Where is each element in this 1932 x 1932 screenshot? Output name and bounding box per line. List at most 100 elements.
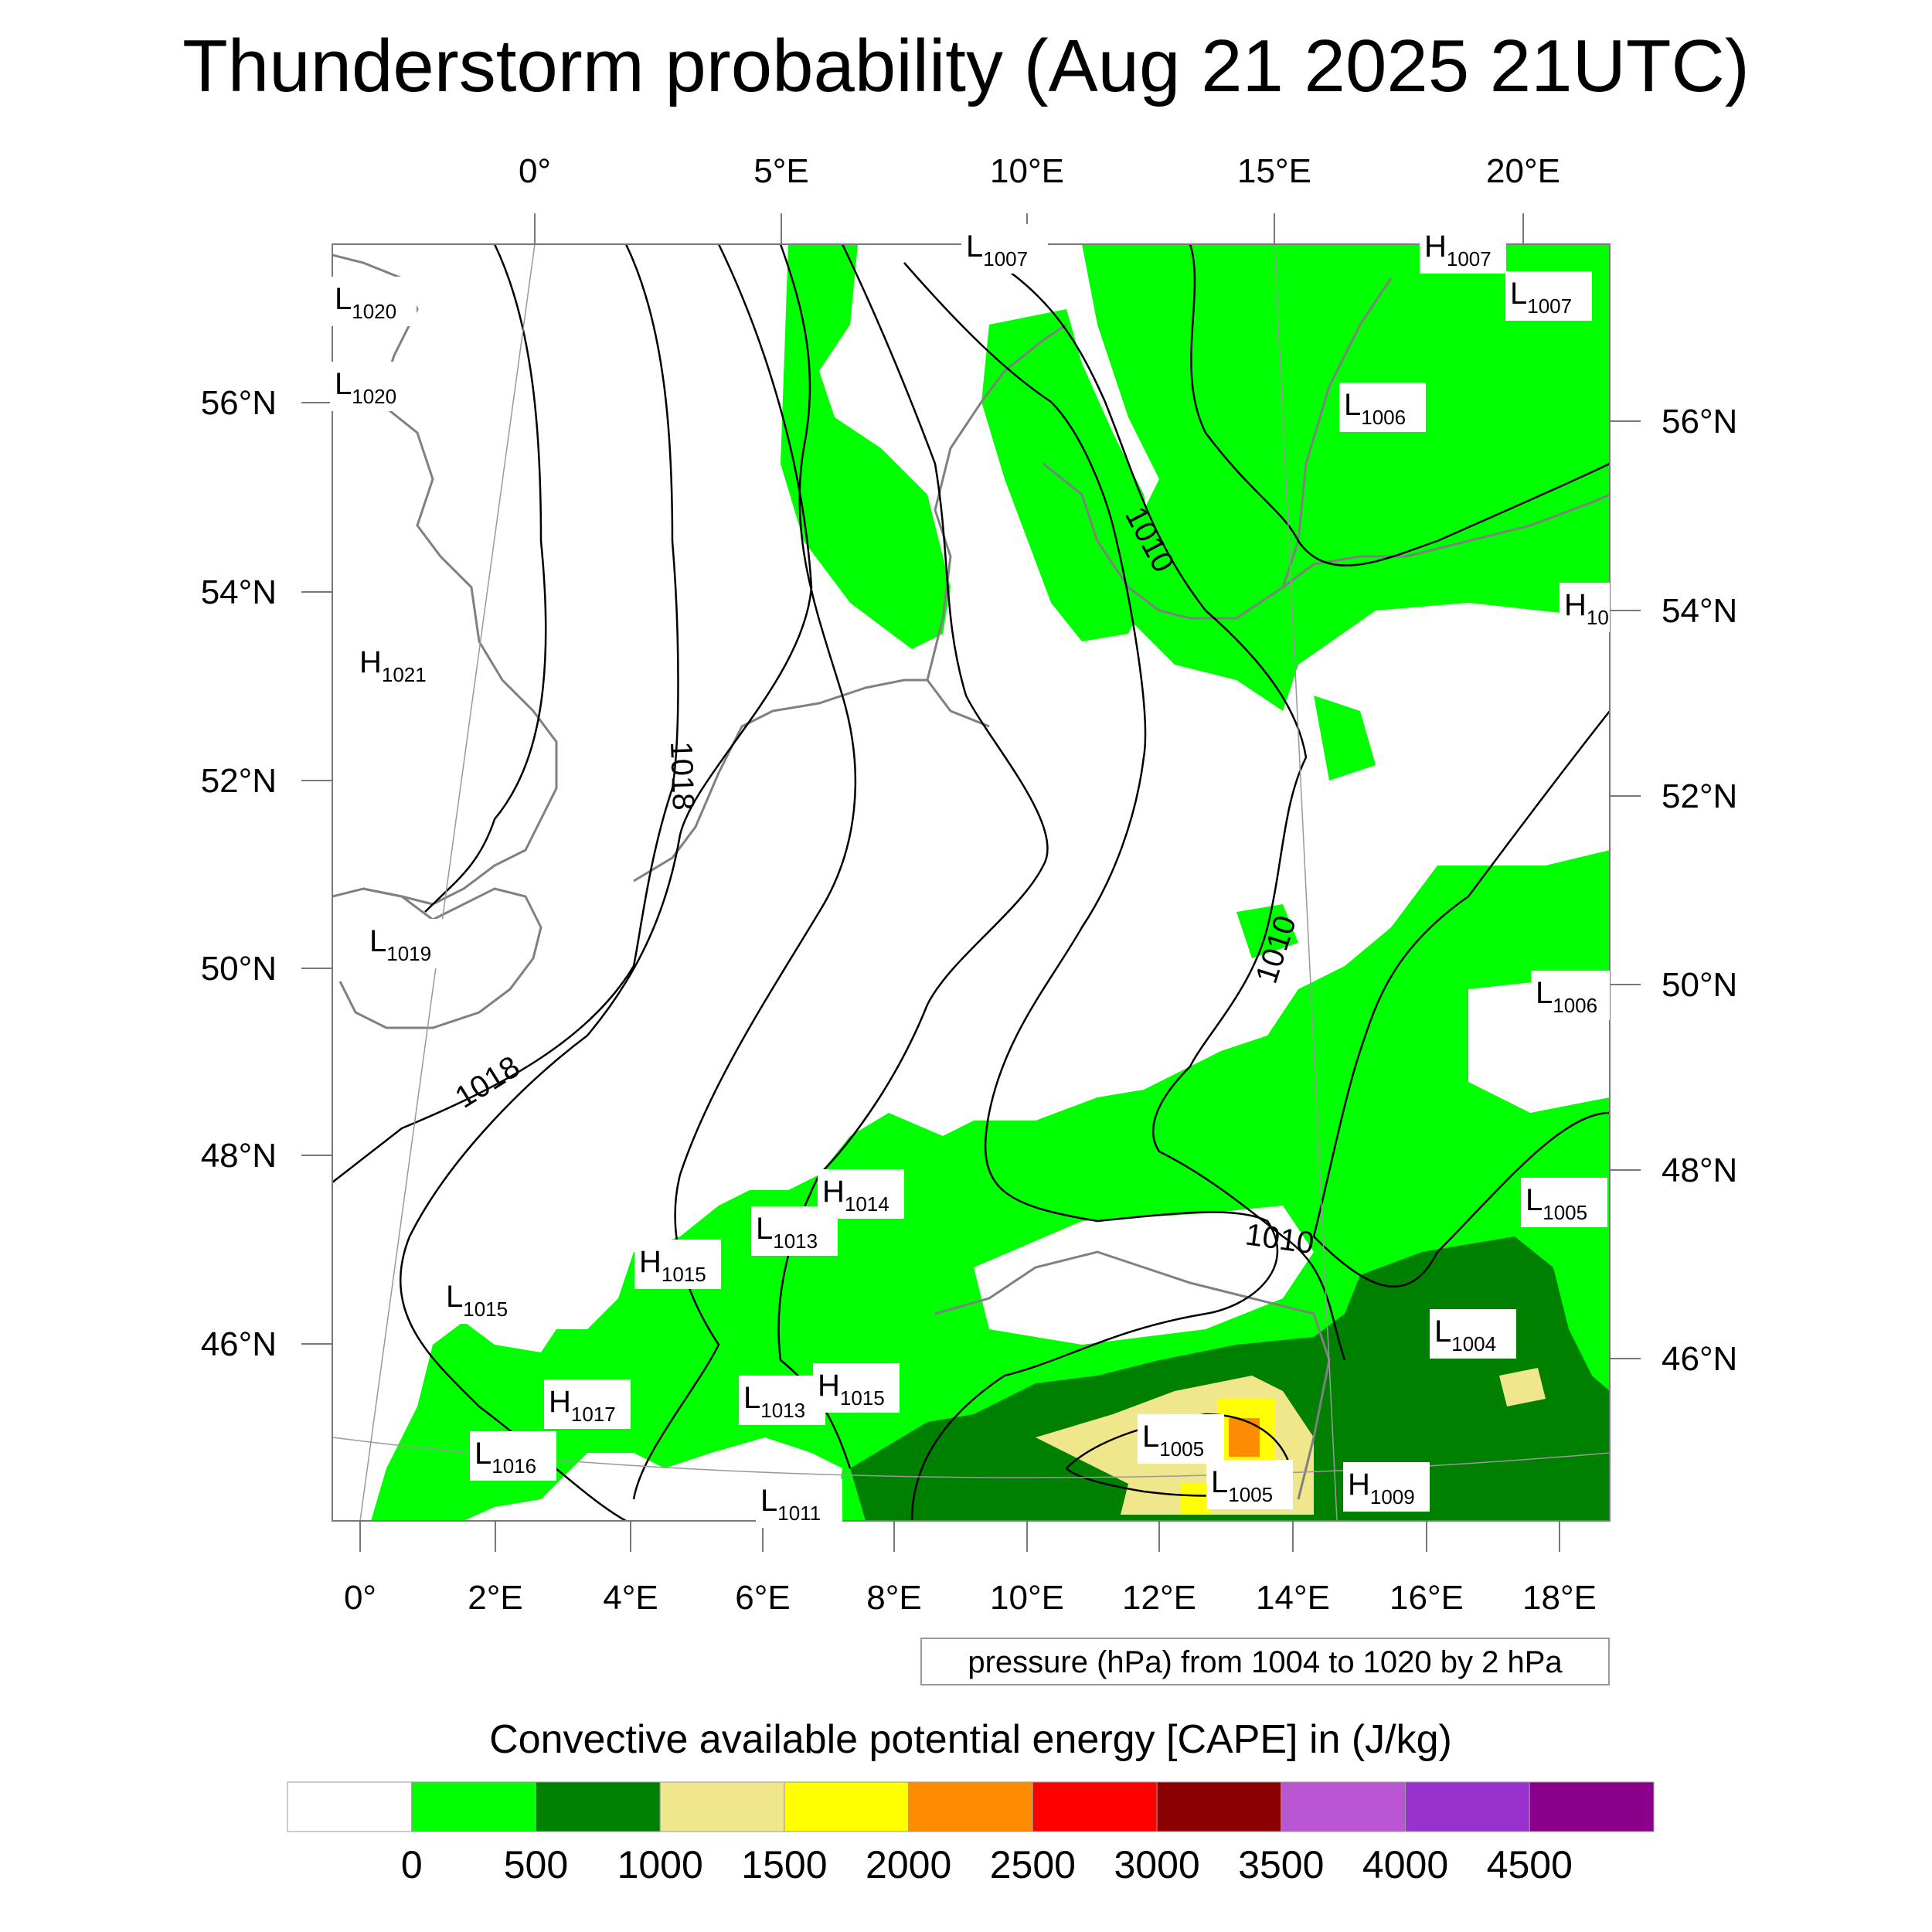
svg-text:L1015: L1015 (446, 1280, 508, 1321)
pressure-center-label: L1005 (1206, 1460, 1293, 1509)
pressure-center-type: L (446, 1280, 463, 1314)
lon-label: 18°E (1522, 1579, 1597, 1617)
lat-label: 48°N (201, 1137, 277, 1175)
svg-text:L1007: L1007 (1510, 277, 1572, 318)
lon-label: 8°E (866, 1579, 921, 1617)
colorbar-label: 3000 (1114, 1843, 1199, 1886)
svg-text:L1013: L1013 (756, 1212, 818, 1253)
pressure-center-type: L (760, 1484, 777, 1518)
pressure-center-value: 1015 (662, 1263, 706, 1286)
pressure-center-label: H1015 (813, 1363, 900, 1413)
svg-text:H1015: H1015 (818, 1369, 885, 1410)
lon-label: 4°E (603, 1579, 658, 1617)
pressure-center-type: L (1526, 1183, 1543, 1217)
pressure-center-type: H (818, 1369, 840, 1403)
svg-text:L1005: L1005 (1142, 1420, 1204, 1461)
svg-text:H1021: H1021 (359, 645, 427, 686)
pressure-center-label: H1007 (1420, 224, 1506, 274)
svg-text:L1006: L1006 (1536, 976, 1597, 1017)
pressure-center-value: 1020 (352, 300, 396, 323)
svg-text:L1007: L1007 (966, 230, 1028, 270)
lon-label: 2°E (468, 1579, 522, 1617)
colorbar-label: 2000 (866, 1843, 951, 1886)
lat-label: 52°N (201, 762, 277, 800)
pressure-center-type: L (1536, 976, 1553, 1010)
coastlines (332, 253, 1610, 1500)
pressure-center-value: 1006 (1361, 406, 1406, 429)
pressure-center-label: L1004 (1430, 1309, 1516, 1359)
svg-text:L1006: L1006 (1344, 388, 1406, 429)
pressure-center-value: 1020 (352, 385, 396, 408)
lat-label: 52°N (1662, 777, 1737, 815)
svg-text:H1014: H1014 (822, 1175, 889, 1216)
pressure-center-value: 1017 (571, 1403, 616, 1426)
pressure-center-value: 1007 (1447, 247, 1492, 270)
pressure-center-type: L (1510, 277, 1527, 311)
pressure-center-value: 1014 (845, 1192, 889, 1216)
pressure-center-type: L (1434, 1315, 1451, 1349)
pressure-center-value: 1019 (386, 942, 431, 965)
lat-label: 46°N (201, 1325, 277, 1363)
pressure-center-value: 1011 (777, 1502, 821, 1525)
pressure-center-label: H1017 (544, 1379, 631, 1429)
svg-text:L1016: L1016 (474, 1437, 536, 1478)
lon-label: 12°E (1122, 1579, 1196, 1617)
pressure-center-label: L1013 (739, 1376, 825, 1425)
colorbar-swatch (784, 1781, 910, 1832)
svg-text:L1005: L1005 (1211, 1465, 1273, 1506)
lon-label: 10°E (990, 1579, 1064, 1617)
left-lat-labels: 56°N 54°N 52°N 50°N 48°N 46°N (201, 384, 277, 1363)
contour-label: 1018 (449, 1049, 526, 1114)
pressure-center-label: H1015 (634, 1240, 721, 1289)
pressure-center-type: L (1142, 1420, 1159, 1454)
lat-label: 54°N (201, 573, 277, 611)
pressure-center-value: 1015 (840, 1386, 885, 1410)
pressure-center-label: L1006 (1339, 383, 1426, 432)
colorbar: 0 500 1000 1500 2000 2500 3000 3500 4000 4500 (287, 1781, 1655, 1886)
lon-label: 14°E (1256, 1579, 1330, 1617)
colorbar-label: 1000 (617, 1843, 703, 1886)
pressure-center-label: H1021 (355, 640, 441, 689)
svg-text:L1005: L1005 (1526, 1183, 1587, 1224)
lat-label: 56°N (1662, 403, 1737, 440)
pressure-center-type: H (1348, 1468, 1370, 1502)
figure-title: Thunderstorm probability (Aug 21 2025 21… (182, 25, 1750, 107)
pressure-centers: L1020L1020H1021L1019L1015H1017L1016H1015… (330, 224, 1610, 1528)
top-lon-labels: 0° 5°E 10°E 15°E 20°E (519, 152, 1560, 190)
contour-info: pressure (hPa) from 1004 to 1020 by 2 hP… (968, 1645, 1563, 1679)
pressure-center-value: 1013 (760, 1399, 805, 1422)
colorbar-label: 3500 (1238, 1843, 1324, 1886)
pressure-center-type: L (756, 1212, 773, 1246)
pressure-center-value: 1007 (1527, 294, 1572, 318)
pressure-center-label: L1016 (470, 1431, 556, 1481)
colorbar-label: 1500 (741, 1843, 827, 1886)
pressure-center-label: L1005 (1521, 1178, 1607, 1227)
pressure-center-label: H1014 (818, 1169, 904, 1219)
pressure-center-label: H1009 (1343, 1462, 1430, 1512)
pressure-center-type: H (639, 1245, 662, 1279)
pressure-center-type: L (1344, 388, 1361, 422)
lat-label: 50°N (1662, 966, 1737, 1004)
colorbar-swatch (908, 1781, 1033, 1832)
pressure-center-type: H (549, 1385, 571, 1419)
pressure-center-type: L (335, 282, 352, 316)
pressure-center-type: L (369, 924, 386, 958)
pressure-center-value: 1009 (1370, 1485, 1415, 1509)
pressure-center-value: 1007 (983, 247, 1028, 270)
pressure-center-value: 1005 (1159, 1437, 1204, 1461)
pressure-center-label: L1011 (756, 1478, 842, 1528)
svg-text:H1017: H1017 (549, 1385, 616, 1426)
colorbar-swatch (535, 1781, 661, 1832)
svg-text:L1020: L1020 (335, 367, 396, 408)
pressure-center-label: L1020 (330, 277, 417, 326)
pressure-center-value: 1004 (1451, 1332, 1496, 1355)
pressure-center-type: L (743, 1381, 760, 1415)
pressure-center-value: 1005 (1228, 1483, 1273, 1506)
pressure-center-label: L1005 (1138, 1414, 1224, 1464)
cape-500-1000-region (850, 1236, 1610, 1521)
pressure-center-type: L (1211, 1465, 1228, 1499)
lon-label: 6°E (735, 1579, 790, 1617)
lat-label: 56°N (201, 384, 277, 422)
pressure-center-value: 1013 (773, 1230, 818, 1253)
pressure-center-label: H10 (1560, 583, 1610, 632)
